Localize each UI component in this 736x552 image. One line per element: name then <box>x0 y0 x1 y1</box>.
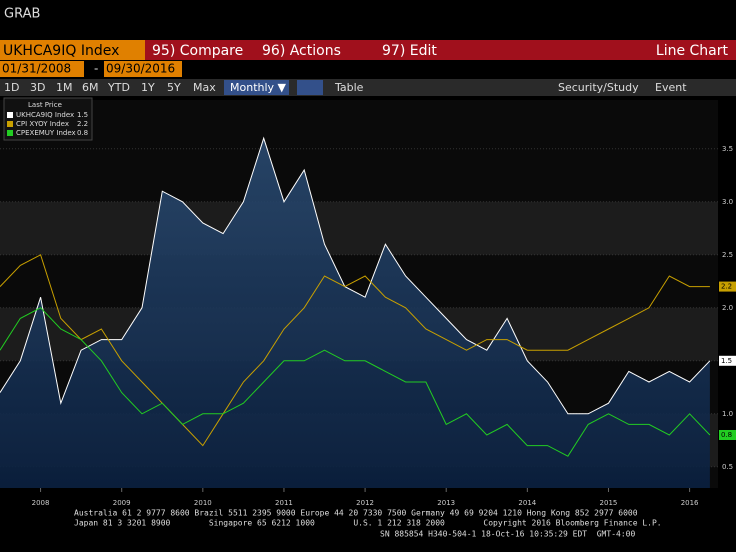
period-button[interactable]: 1M <box>56 81 73 94</box>
series-line <box>0 307 711 457</box>
menu-edit[interactable]: 97) Edit <box>382 43 437 59</box>
legend-swatch <box>7 121 13 127</box>
y-tick-label: 2.5 <box>722 251 733 259</box>
x-tick-label: 2009 <box>113 499 131 507</box>
view-name: Line Chart <box>656 43 729 59</box>
legend-value: 1.5 <box>77 111 88 119</box>
period-button[interactable]: YTD <box>107 81 130 94</box>
x-tick-label: 2016 <box>681 499 699 507</box>
last-value-label: 1.5 <box>721 357 732 365</box>
end-date[interactable]: 09/30/2016 <box>106 62 175 76</box>
series-line <box>0 254 710 447</box>
study-button[interactable]: Security/Study <box>558 81 639 94</box>
legend-value: 2.2 <box>77 120 88 128</box>
x-tick-label: 2015 <box>600 499 618 507</box>
last-value-tag <box>719 429 736 440</box>
security-box[interactable] <box>0 40 145 60</box>
end-date-box[interactable] <box>104 61 182 77</box>
frequency[interactable]: Monthly ▼ <box>230 81 287 94</box>
start-date-box[interactable] <box>0 61 84 77</box>
y-tick-label: 3.5 <box>722 145 733 153</box>
period-button[interactable]: 6M <box>82 81 99 94</box>
legend-label: UKHCA9IQ Index <box>16 111 74 119</box>
legend-swatch <box>7 130 13 136</box>
date-sep: - <box>94 62 98 76</box>
x-tick-label: 2012 <box>356 499 374 507</box>
last-value-label: 2.2 <box>721 283 732 291</box>
chart-type-button[interactable] <box>297 80 323 95</box>
last-value-tag <box>719 281 736 292</box>
area <box>0 138 710 488</box>
last-value-label: 0.8 <box>721 431 732 439</box>
footer-line: SN 885854 H340-504-1 18-Oct-16 10:35:29 … <box>380 530 635 539</box>
y-tick-label: 0.5 <box>722 463 733 471</box>
menu-actions[interactable]: 96) Actions <box>262 43 341 59</box>
x-tick-label: 2013 <box>437 499 455 507</box>
menu-compare[interactable]: 95) Compare <box>152 43 243 59</box>
security[interactable]: UKHCA9IQ Index <box>3 43 119 59</box>
legend-label: CPI XYOY Index <box>16 120 69 128</box>
table-button[interactable]: Table <box>334 81 364 94</box>
x-tick-label: 2008 <box>32 499 50 507</box>
footer-line: Japan 81 3 3201 8900 Singapore 65 6212 1… <box>74 519 662 528</box>
legend-title: Last Price <box>28 101 62 109</box>
footer-line: Australia 61 2 9777 8600 Brazil 5511 239… <box>74 509 638 518</box>
period-button[interactable]: 1Y <box>141 81 155 94</box>
x-tick-label: 2014 <box>518 499 536 507</box>
last-value-tag <box>719 355 736 366</box>
period-buttons: 1D 3D 1M 6M YTD 1Y 5Y Max <box>4 81 216 94</box>
period-button[interactable]: 3D <box>30 81 45 94</box>
x-tick-label: 2011 <box>275 499 293 507</box>
period-button[interactable]: Max <box>193 81 216 94</box>
period-button[interactable]: 5Y <box>167 81 181 94</box>
series-line <box>0 136 711 415</box>
period-button[interactable]: 1D <box>4 81 19 94</box>
x-tick-label: 2010 <box>194 499 212 507</box>
toolbar <box>0 79 736 96</box>
legend <box>3 97 93 141</box>
plot: 0.5 1.0 1.5 2.0 2.5 3.0 3.5 2008 2009 2010 2011 201… <box>0 100 736 507</box>
legend-label: CPEXEMUY Index <box>16 129 76 137</box>
menu-bar <box>0 40 736 60</box>
legend-swatch <box>7 112 13 118</box>
frequency-box[interactable] <box>224 80 289 95</box>
event-button[interactable]: Event <box>655 81 687 94</box>
legend-entries: UKHCA9IQ Index 1.5 CPI XYOY Index 2.2CPEXEM… <box>7 111 88 137</box>
band <box>0 201 718 255</box>
y-tick-label: 2.0 <box>722 304 733 312</box>
y-tick-label: 3.0 <box>722 198 733 206</box>
legend-value: 0.8 <box>77 129 88 137</box>
app-name: GRAB <box>4 7 40 22</box>
start-date[interactable]: 01/31/2008 <box>2 62 71 76</box>
y-tick-label: 1.0 <box>722 410 733 418</box>
